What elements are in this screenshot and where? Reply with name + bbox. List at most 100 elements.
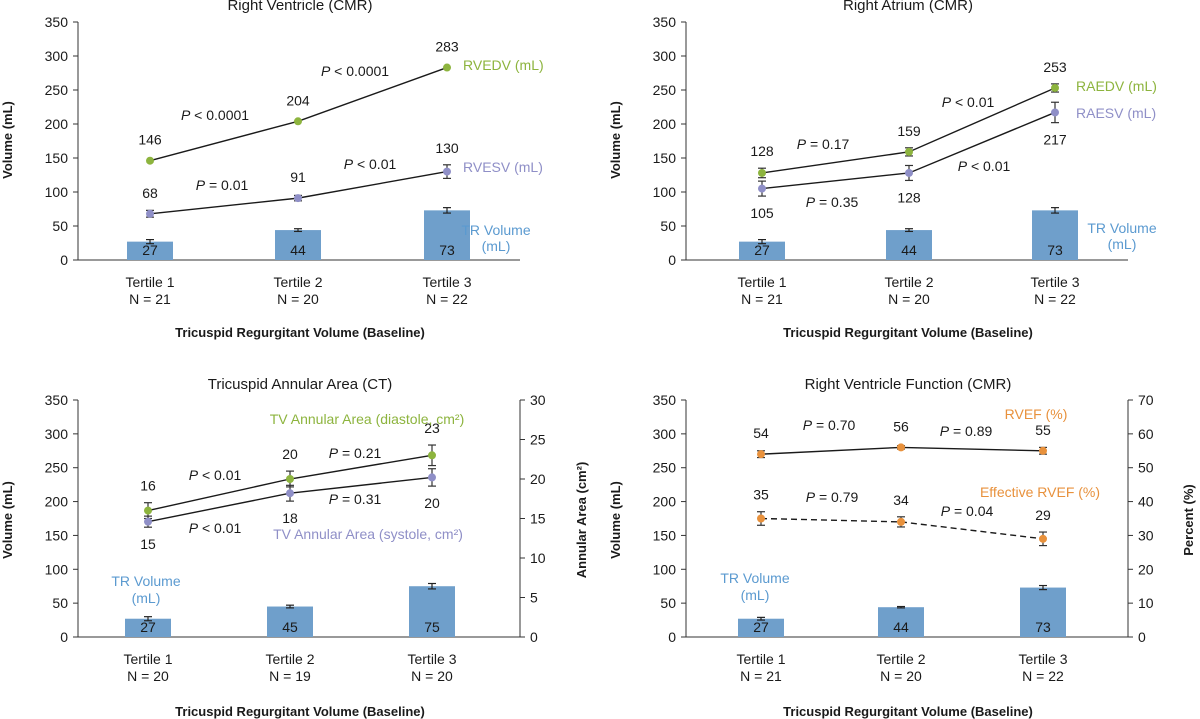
y2-tick-label: 5	[530, 590, 538, 606]
data-point	[294, 117, 302, 126]
x-category-n-label: N = 21	[129, 291, 171, 307]
y2-tick-label: 30	[1138, 527, 1154, 543]
pvalue-label: P < 0.01	[189, 520, 242, 536]
x-category-n-label: N = 22	[1034, 291, 1076, 307]
bar-value-label: 73	[439, 242, 455, 258]
y-tick-label: 150	[653, 527, 677, 543]
pvalue-label: P = 0.89	[940, 423, 993, 439]
data-point	[897, 517, 905, 526]
x-category-label: Tertile 1	[736, 651, 785, 667]
tr-volume-bar	[738, 618, 784, 637]
bar-value-label: 44	[290, 242, 306, 258]
bar-value-label: 73	[1035, 619, 1051, 635]
tr-volume-label: TR Volume	[461, 222, 530, 238]
y2-tick-label: 10	[530, 550, 546, 566]
bar-value-label: 27	[754, 242, 770, 258]
pvalue-label: P = 0.04	[941, 503, 994, 519]
pvalue-label: P < 0.01	[189, 467, 242, 483]
data-point	[294, 194, 302, 203]
tr-volume-unit: (mL)	[1108, 236, 1137, 252]
panel-right-atrium: Right Atrium (CMR) Volume (mL) 0 50 100 150…	[608, 0, 1157, 340]
pvalue-label: P = 0.70	[803, 417, 856, 433]
series-name-rvesv: RVESV (mL)	[463, 159, 543, 175]
y2-tick-label: 70	[1138, 392, 1154, 408]
panel-right-ventricle: Right Ventricle (CMR) Volume (mL) 0 50 100…	[0, 0, 544, 340]
y2-axis-title: Percent (%)	[1181, 484, 1196, 556]
series-name-systole: TV Annular Area (systole, cm²)	[273, 526, 463, 542]
x-category-label: Tertile 3	[407, 651, 456, 667]
point-value-label: 29	[1035, 507, 1051, 523]
y-tick-label: 150	[653, 150, 677, 166]
tr-volume-bar	[409, 586, 455, 637]
point-value-label: 23	[424, 420, 440, 436]
pvalue-label: P = 0.17	[797, 136, 850, 152]
series-name-rvedv: RVEDV (mL)	[463, 57, 544, 73]
tr-volume-bar	[267, 606, 313, 637]
tr-volume-label: TR Volume	[111, 573, 180, 589]
tr-volume-bar	[1020, 587, 1066, 637]
y-axis-title: Volume (mL)	[608, 481, 623, 559]
y-tick-label: 50	[52, 595, 68, 611]
y-tick-label: 200	[653, 494, 677, 510]
point-value-label: 34	[893, 492, 909, 508]
y-tick-label: 350	[653, 392, 677, 408]
bar-value-label: 27	[142, 242, 158, 258]
x-category-n-label: N = 21	[741, 291, 783, 307]
x-category-n-label: N = 22	[426, 291, 468, 307]
y-tick-label: 100	[653, 561, 677, 577]
y-tick-label: 0	[60, 252, 68, 268]
point-value-label: 68	[142, 185, 158, 201]
data-point	[146, 209, 154, 218]
tr-volume-unit: (mL)	[482, 238, 511, 254]
x-category-n-label: N = 20	[888, 291, 930, 307]
y-axis-title: Volume (mL)	[0, 481, 15, 559]
y-tick-label: 50	[660, 595, 676, 611]
tr-volume-unit: (mL)	[132, 590, 161, 606]
y-tick-label: 200	[653, 116, 677, 132]
point-value-label: 128	[750, 143, 774, 159]
series-name-effective-rvef: Effective RVEF (%)	[980, 484, 1100, 500]
y-tick-label: 100	[45, 561, 69, 577]
y-tick-label: 0	[668, 252, 676, 268]
point-value-label: 128	[897, 189, 921, 205]
y-tick-label: 200	[45, 494, 69, 510]
bar-value-label: 75	[424, 619, 440, 635]
y-tick-label: 300	[653, 426, 677, 442]
data-point	[905, 147, 913, 156]
data-point	[757, 514, 765, 523]
point-value-label: 15	[140, 536, 156, 552]
x-category-n-label: N = 22	[1022, 668, 1064, 684]
point-value-label: 54	[753, 425, 769, 441]
series-name-rvef: RVEF (%)	[1005, 406, 1068, 422]
x-axis-title: Tricuspid Regurgitant Volume (Baseline)	[175, 704, 425, 719]
point-value-label: 159	[897, 123, 921, 139]
pvalue-label: P < 0.01	[958, 158, 1011, 174]
tr-volume-bar	[1032, 210, 1078, 260]
x-category-n-label: N = 19	[269, 668, 311, 684]
y-tick-label: 350	[45, 14, 69, 30]
data-point	[905, 168, 913, 177]
y2-tick-label: 40	[1138, 494, 1154, 510]
x-category-label: Tertile 2	[273, 274, 322, 290]
data-point	[758, 168, 766, 177]
bar-value-label: 27	[140, 619, 156, 635]
data-point	[144, 506, 152, 515]
series-name-diastole: TV Annular Area (diastole, cm²)	[270, 411, 465, 427]
pvalue-label: P = 0.21	[329, 445, 382, 461]
y-tick-label: 250	[45, 82, 69, 98]
pvalue-label: P = 0.79	[806, 489, 859, 505]
panel-title: Right Atrium (CMR)	[843, 0, 973, 14]
y-tick-label: 150	[45, 150, 69, 166]
y2-tick-label: 0	[530, 629, 538, 645]
bar-value-label: 45	[282, 619, 298, 635]
bar-value-label: 44	[901, 242, 917, 258]
x-category-label: Tertile 3	[1018, 651, 1067, 667]
y-tick-label: 100	[653, 184, 677, 200]
point-value-label: 146	[138, 132, 162, 148]
data-point	[1051, 108, 1059, 117]
x-category-n-label: N = 20	[411, 668, 453, 684]
y-tick-label: 250	[45, 460, 69, 476]
tr-volume-bar	[739, 241, 785, 260]
data-point	[1051, 83, 1059, 92]
data-point	[1039, 446, 1047, 455]
